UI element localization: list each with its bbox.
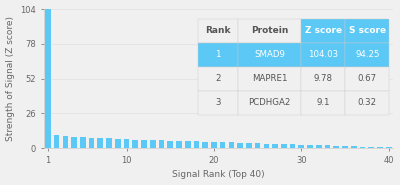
Bar — [228, 142, 234, 148]
Bar — [334, 146, 339, 148]
Bar — [351, 146, 356, 148]
Bar — [290, 144, 296, 148]
Text: 3: 3 — [216, 98, 221, 107]
Text: MAPRE1: MAPRE1 — [252, 74, 288, 83]
Bar — [167, 141, 173, 148]
Bar — [345, 91, 389, 115]
Bar — [202, 142, 208, 148]
Bar — [132, 139, 138, 148]
Bar — [80, 137, 86, 148]
Bar — [377, 147, 383, 148]
Text: SMAD9: SMAD9 — [254, 50, 285, 59]
Bar — [185, 141, 190, 148]
Bar — [89, 138, 94, 148]
Bar — [316, 145, 322, 148]
Bar — [211, 142, 217, 148]
Bar — [301, 18, 345, 43]
Bar — [255, 143, 260, 148]
Text: 94.25: 94.25 — [355, 50, 380, 59]
Bar — [124, 139, 129, 148]
Text: Rank: Rank — [206, 26, 231, 35]
X-axis label: Signal Rank (Top 40): Signal Rank (Top 40) — [172, 170, 264, 179]
Bar — [71, 137, 77, 148]
Text: 0.67: 0.67 — [358, 74, 377, 83]
Bar — [237, 143, 243, 148]
Bar — [98, 138, 103, 148]
Bar — [281, 144, 287, 148]
Bar — [194, 141, 199, 148]
Bar — [115, 139, 121, 148]
Bar — [238, 18, 301, 43]
Bar — [345, 43, 389, 67]
Bar — [238, 91, 301, 115]
Bar — [176, 141, 182, 148]
Bar — [198, 67, 238, 91]
Bar — [198, 18, 238, 43]
Bar — [272, 144, 278, 148]
Bar — [62, 136, 68, 148]
Y-axis label: Strength of Signal (Z score): Strength of Signal (Z score) — [6, 16, 14, 141]
Bar — [342, 146, 348, 148]
Bar — [360, 147, 365, 148]
Bar — [141, 140, 147, 148]
Bar — [45, 9, 51, 148]
Text: 104.03: 104.03 — [308, 50, 338, 59]
Bar — [345, 18, 389, 43]
Bar — [301, 67, 345, 91]
Bar — [246, 143, 252, 148]
Text: S score: S score — [349, 26, 386, 35]
Bar — [220, 142, 226, 148]
Text: Protein: Protein — [251, 26, 288, 35]
Bar — [368, 147, 374, 148]
Bar — [298, 145, 304, 148]
Text: PCDHGA2: PCDHGA2 — [248, 98, 291, 107]
Bar — [386, 147, 392, 148]
Bar — [325, 145, 330, 148]
Bar — [301, 43, 345, 67]
Bar — [159, 140, 164, 148]
Text: Z score: Z score — [304, 26, 342, 35]
Text: 0.32: 0.32 — [358, 98, 377, 107]
Bar — [264, 144, 269, 148]
Bar — [307, 145, 313, 148]
Bar — [301, 91, 345, 115]
Bar — [106, 139, 112, 148]
Text: 9.78: 9.78 — [314, 74, 333, 83]
Bar — [198, 91, 238, 115]
Bar — [238, 43, 301, 67]
Text: 9.1: 9.1 — [316, 98, 330, 107]
Text: 2: 2 — [216, 74, 221, 83]
Bar — [198, 43, 238, 67]
Text: 1: 1 — [216, 50, 221, 59]
Bar — [238, 67, 301, 91]
Bar — [54, 135, 60, 148]
Bar — [150, 140, 156, 148]
Bar — [345, 67, 389, 91]
